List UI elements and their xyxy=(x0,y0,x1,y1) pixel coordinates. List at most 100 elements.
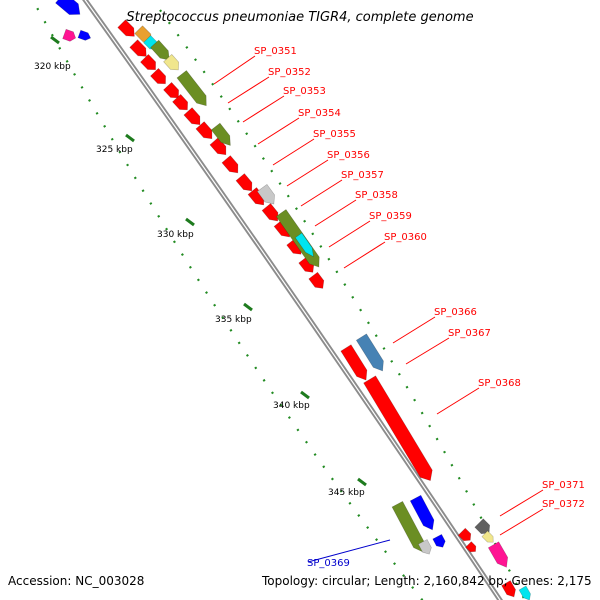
gene-feature-red-shape xyxy=(221,155,239,174)
gene-feature-red xyxy=(172,93,188,111)
scale-tick xyxy=(185,217,195,227)
gene-label: SP_0369 xyxy=(307,558,350,569)
gene-feature-darkgrey xyxy=(474,518,491,535)
gene-feature-blue-shape xyxy=(55,0,81,15)
gene-feature-cyan-shape xyxy=(294,232,314,258)
gene-feature-red-shape xyxy=(183,107,201,126)
gene-label: SP_0372 xyxy=(542,499,585,510)
gene-label: SP_0368 xyxy=(478,378,521,389)
gene-label-leader xyxy=(328,220,371,248)
gene-label-leader xyxy=(272,138,315,166)
gene-label-leader xyxy=(213,55,256,85)
gene-feature-red-shape xyxy=(195,121,213,140)
gene-label-leader xyxy=(300,179,343,207)
gene-label: SP_0355 xyxy=(313,129,356,140)
gene-label: SP_0371 xyxy=(542,480,585,491)
gene-label-leader xyxy=(392,316,436,344)
gene-label-leader xyxy=(257,117,300,145)
gene-feature-red xyxy=(501,580,516,598)
gene-feature-olive xyxy=(176,70,207,107)
gene-feature-red xyxy=(129,39,147,57)
gene-feature-red-shape xyxy=(163,81,179,99)
gene-feature-red-shape xyxy=(235,173,253,192)
gene-feature-magenta-shape xyxy=(62,28,77,42)
map-title: Streptococcus pneumoniae TIGR4, complete… xyxy=(126,10,474,25)
gene-feature-red xyxy=(457,527,472,542)
scale-label: 345 kbp xyxy=(328,488,365,498)
scale-label: 340 kbp xyxy=(273,401,310,411)
gene-feature-red xyxy=(163,81,179,99)
gene-label-leader xyxy=(307,539,391,563)
scale-tick xyxy=(357,477,367,487)
gene-label-leader xyxy=(343,241,386,269)
gene-feature-red xyxy=(235,173,253,192)
gene-label: SP_0359 xyxy=(369,211,412,222)
gene-feature-steelblue-shape xyxy=(355,333,384,372)
gene-feature-steelblue xyxy=(355,333,384,372)
gene-feature-red-shape xyxy=(172,93,188,111)
gene-feature-grey xyxy=(256,183,275,205)
scale-tick xyxy=(243,302,253,312)
gene-feature-grey-shape xyxy=(417,539,432,555)
gene-label: SP_0360 xyxy=(384,232,427,243)
scale-tick xyxy=(300,390,310,400)
gene-feature-red-shape xyxy=(363,375,433,481)
gene-feature-olive xyxy=(210,122,231,146)
gene-feature-red xyxy=(363,375,433,481)
gene-feature-olive xyxy=(150,39,170,61)
gene-label-leader xyxy=(405,337,450,365)
gene-label: SP_0358 xyxy=(355,190,398,201)
gene-label-leader xyxy=(286,159,329,187)
gene-label: SP_0357 xyxy=(341,170,384,181)
gene-label: SP_0351 xyxy=(254,46,297,57)
genome-backbone-core xyxy=(84,0,501,600)
gene-feature-blue-shape xyxy=(432,533,446,548)
gene-feature-red-shape xyxy=(308,271,325,289)
gene-feature-red-shape xyxy=(465,541,477,553)
gene-label-leader xyxy=(499,508,544,536)
gene-feature-red xyxy=(308,271,325,289)
gene-feature-magenta-shape xyxy=(487,541,509,568)
gene-feature-tan-shape xyxy=(481,530,494,543)
scale-tick xyxy=(125,133,135,143)
gene-label: SP_0354 xyxy=(298,108,341,119)
gene-feature-grey-shape xyxy=(256,183,275,205)
gene-feature-red xyxy=(117,19,135,37)
gene-feature-magenta xyxy=(62,28,77,42)
gene-feature-darkgrey-shape xyxy=(474,518,491,535)
scale-label: 330 kbp xyxy=(157,230,194,240)
gene-feature-red xyxy=(183,107,201,126)
gene-feature-red-shape xyxy=(140,54,156,71)
scale-label: 320 kbp xyxy=(34,62,71,72)
gene-feature-olive-shape xyxy=(176,70,207,107)
gene-label: SP_0366 xyxy=(434,307,477,318)
gene-feature-blue xyxy=(77,29,92,41)
gene-feature-tan xyxy=(163,53,179,71)
gene-label: SP_0352 xyxy=(268,67,311,78)
gene-label: SP_0356 xyxy=(327,150,370,161)
accession-text: Accession: NC_003028 xyxy=(8,574,145,588)
gene-feature-red xyxy=(261,203,279,222)
gene-feature-cyan-shape xyxy=(518,585,531,600)
gene-feature-red-shape xyxy=(117,19,135,37)
gene-feature-red-shape xyxy=(150,67,166,85)
scale-label: 325 kbp xyxy=(96,145,133,155)
gene-label-leader xyxy=(242,95,285,123)
gene-feature-tan xyxy=(481,530,494,543)
gene-feature-blue xyxy=(409,494,435,531)
gene-feature-cyan xyxy=(294,232,314,258)
gene-label: SP_0353 xyxy=(283,86,326,97)
gene-feature-red-shape xyxy=(129,39,147,57)
gene-feature-olive xyxy=(391,500,425,553)
gene-feature-red xyxy=(340,344,368,381)
gene-feature-red xyxy=(195,121,213,140)
gene-feature-blue xyxy=(432,533,446,548)
gene-feature-red-shape xyxy=(457,527,472,542)
gene-feature-red xyxy=(465,541,477,553)
gene-feature-olive-shape xyxy=(391,500,425,553)
gene-feature-blue xyxy=(55,0,81,15)
gene-feature-red xyxy=(221,155,239,174)
gene-feature-red xyxy=(150,67,166,85)
gene-label-leader xyxy=(499,489,544,517)
gene-label-leader xyxy=(227,76,270,104)
